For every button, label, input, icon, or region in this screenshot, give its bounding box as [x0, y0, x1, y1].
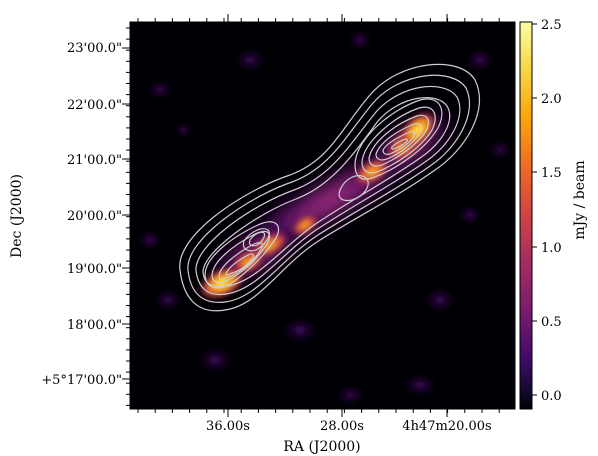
colorbar-tick-label: 2.5 — [541, 18, 562, 33]
y-tick-label: +5°17'00.0" — [41, 373, 122, 388]
x-axis-tick-labels: 36.00s 28.00s 4h47m20.00s — [206, 419, 492, 434]
x-tick-label: 4h47m20.00s — [402, 419, 491, 434]
y-axis-tick-labels: 23'00.0" 22'00.0" 21'00.0" 20'00.0" 19'0… — [41, 41, 122, 388]
colorbar: 2.5 2.0 1.5 1.0 0.5 0.0 mJy / beam — [519, 18, 588, 410]
y-tick-label: 21'00.0" — [67, 153, 122, 168]
y-tick-label: 18'00.0" — [67, 318, 122, 333]
colorbar-tick-label: 1.5 — [541, 166, 562, 181]
contour-overlay — [179, 63, 481, 312]
y-axis-label: Dec (J2000) — [9, 174, 25, 258]
colorbar-label: mJy / beam — [572, 160, 588, 239]
colorbar-tick-label: 1.0 — [541, 241, 562, 256]
axis-ticks — [122, 14, 500, 417]
colorbar-ticks — [532, 23, 537, 396]
colorbar-gradient — [520, 22, 532, 409]
x-axis-label: RA (J2000) — [283, 439, 360, 455]
y-tick-label: 20'00.0" — [67, 209, 122, 224]
colorbar-tick-label: 2.0 — [541, 92, 562, 107]
colorbar-frame — [519, 21, 533, 410]
background-noise — [136, 30, 512, 405]
y-tick-label: 23'00.0" — [67, 41, 122, 56]
radio-image — [130, 22, 515, 409]
colorbar-tick-label: 0.5 — [541, 315, 562, 330]
y-tick-label: 19'00.0" — [67, 262, 122, 277]
x-tick-label: 36.00s — [206, 419, 250, 434]
x-tick-label: 28.00s — [320, 419, 364, 434]
colorbar-tick-label: 0.0 — [541, 389, 562, 404]
y-tick-label: 22'00.0" — [67, 98, 122, 113]
colorbar-tick-labels: 2.5 2.0 1.5 1.0 0.5 0.0 — [541, 18, 562, 404]
